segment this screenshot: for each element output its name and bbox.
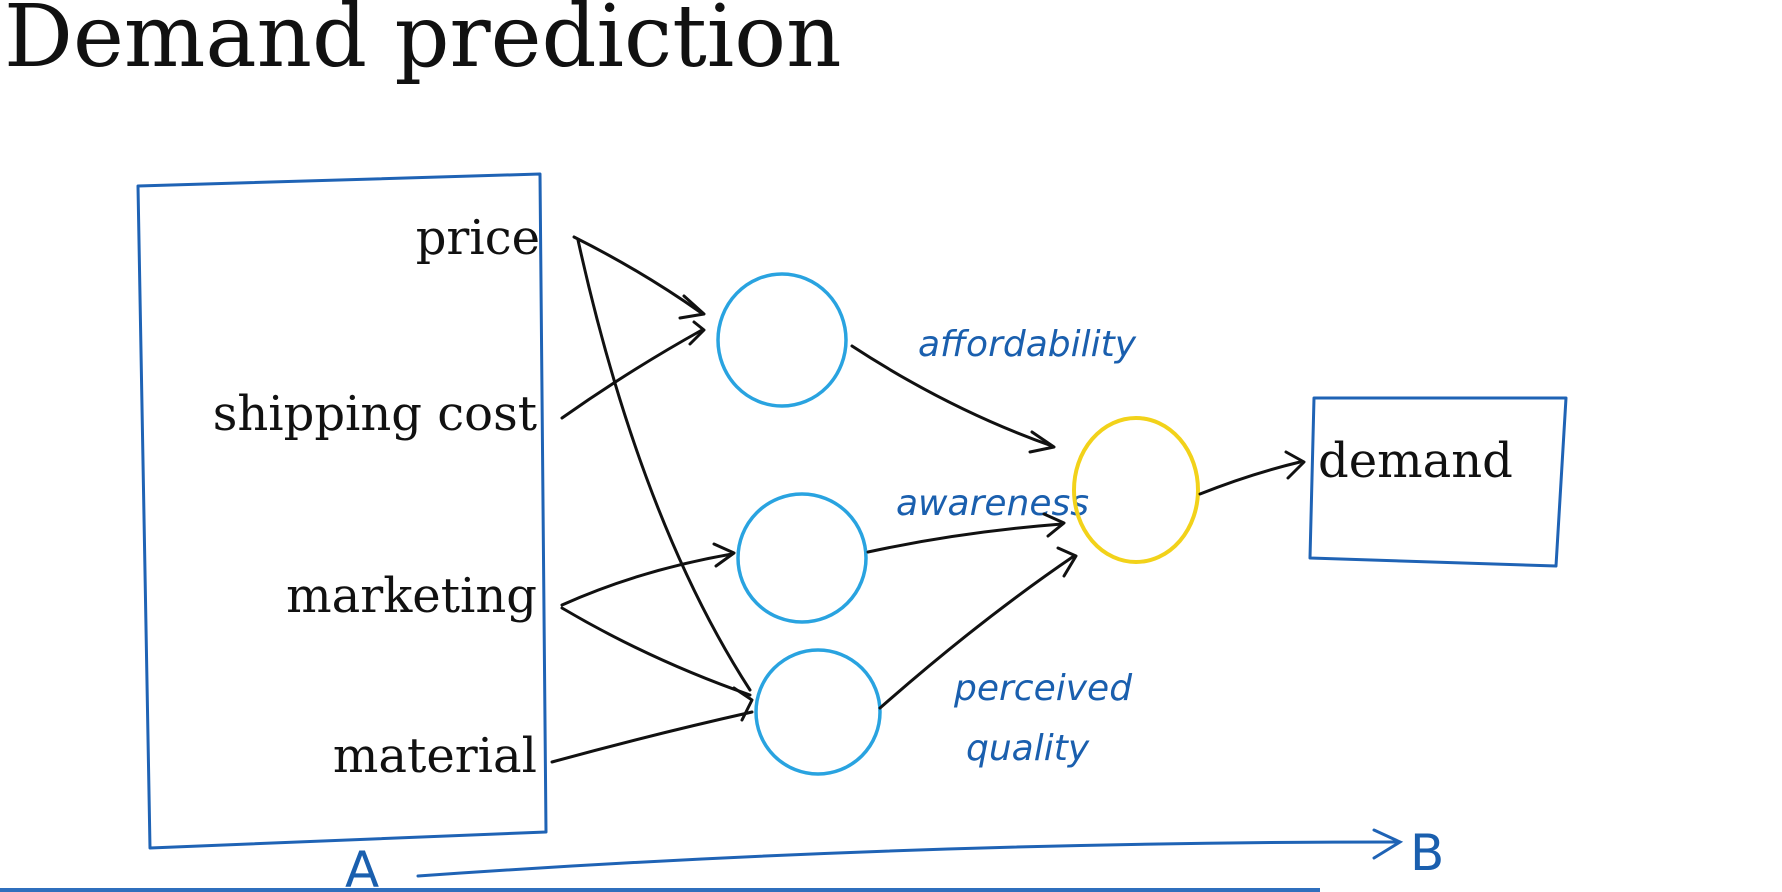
edge-quality-to-output (878, 554, 1076, 710)
input-label-shipping-cost: shipping cost (213, 386, 537, 442)
input-box (136, 172, 548, 850)
input-label-material: material (333, 728, 537, 784)
label-a: A (345, 841, 379, 892)
edge-marketing-to-awareness (560, 552, 734, 607)
hidden-node-affordability (716, 272, 848, 408)
label-quality: quality (966, 728, 1090, 769)
a-to-b-arrowhead (1372, 828, 1404, 860)
arrowhead-affordability-2 (688, 320, 706, 346)
arrowhead-affordability-1 (678, 294, 706, 320)
edge-output-to-demand (1198, 460, 1302, 496)
arrowhead-quality (732, 686, 754, 722)
input-label-marketing: marketing (286, 568, 537, 624)
hidden-node-awareness (736, 492, 868, 624)
arrowhead-output-1 (1028, 430, 1056, 454)
label-b: B (1410, 824, 1444, 882)
a-to-b-arrow (416, 840, 1398, 878)
arrowhead-demand (1284, 450, 1306, 480)
arrowhead-awareness (712, 542, 736, 568)
label-perceived: perceived (953, 668, 1133, 709)
label-affordability: affordability (918, 324, 1137, 365)
edge-marketing-to-quality (560, 606, 752, 697)
output-label-demand: demand (1318, 433, 1513, 489)
edge-price-to-affordability (572, 235, 702, 314)
edge-price-to-quality (576, 238, 752, 692)
label-awareness: awareness (896, 483, 1089, 524)
arrowhead-output-3 (1056, 546, 1078, 578)
edge-affordability-to-output (850, 344, 1054, 448)
page-title: Demand prediction (4, 0, 842, 87)
edge-awareness-to-output (866, 522, 1064, 554)
arrowhead-output-2 (1042, 512, 1066, 538)
edge-shipping-to-affordability (560, 328, 704, 420)
hidden-node-perceived-quality (754, 648, 882, 776)
video-progress-bar (0, 888, 1320, 892)
output-node (1072, 416, 1200, 564)
output-box (1308, 396, 1568, 568)
edge-material-to-quality (550, 710, 754, 764)
input-label-price: price (416, 210, 540, 266)
